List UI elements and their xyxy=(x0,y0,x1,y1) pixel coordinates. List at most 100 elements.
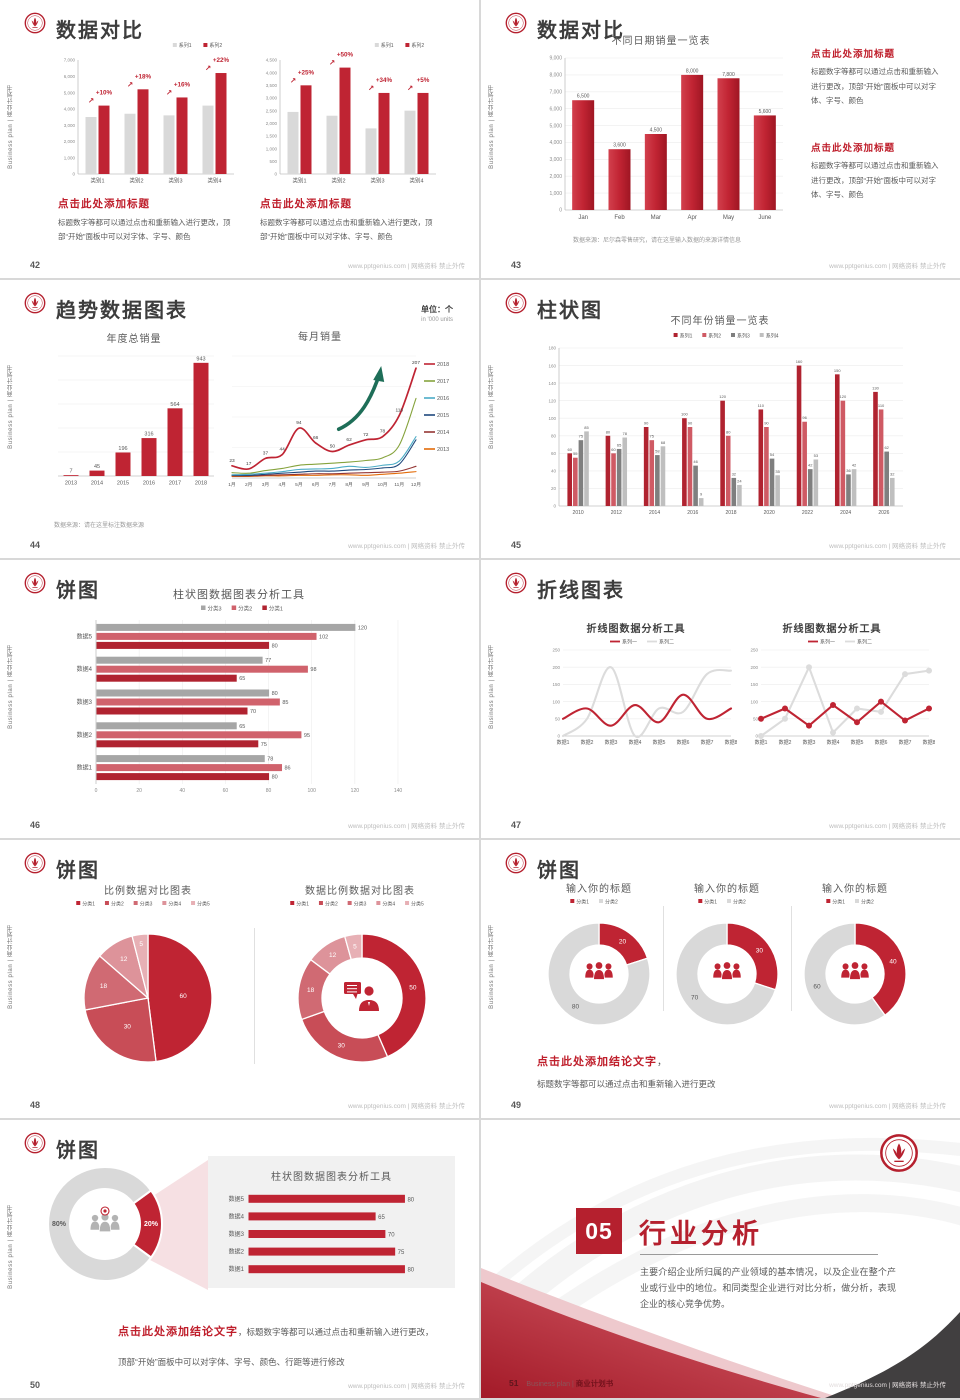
school-logo-icon xyxy=(24,572,46,594)
svg-text:数据6: 数据6 xyxy=(677,739,690,746)
slide-48[interactable]: Business plan | 商业计划书 饼图 比例数据对比图表 数据比例数据… xyxy=(0,840,479,1118)
conclusion-heading: 点击此处添加结论文字 xyxy=(118,1326,238,1338)
svg-text:↗: ↗ xyxy=(368,83,374,92)
svg-text:4,000: 4,000 xyxy=(549,140,562,146)
svg-text:系列2: 系列2 xyxy=(209,42,222,49)
unit-label: 单位：个 xyxy=(421,305,453,314)
slide-44[interactable]: Business plan | 商业计划书 趋势数据图表 单位：个 in '00… xyxy=(0,280,479,558)
svg-text:37: 37 xyxy=(263,450,269,456)
svg-text:80: 80 xyxy=(266,788,272,794)
svg-text:85: 85 xyxy=(282,700,288,706)
svg-text:3,000: 3,000 xyxy=(64,123,76,128)
brand-cn: 商业计划书 xyxy=(575,1379,614,1388)
svg-text:5,000: 5,000 xyxy=(64,90,76,95)
chart-title: 折线图数据分析工具 xyxy=(782,624,882,635)
slide-45[interactable]: Business plan | 商业计划书 柱状图 不同年份销量一览表 0 20 4… xyxy=(481,280,960,558)
svg-text:30: 30 xyxy=(756,947,764,954)
caption-heading: 点击此处添加标题 xyxy=(811,143,896,154)
svg-text:3月: 3月 xyxy=(262,482,269,488)
page-number: 50 xyxy=(30,1380,41,1390)
section-number-badge: 05 xyxy=(576,1208,622,1254)
svg-text:50: 50 xyxy=(753,717,759,722)
svg-text:75: 75 xyxy=(579,434,584,439)
caption-body: 标题数字等都可以通过点击和重新输入进行更改，顶部“开始”面板中可以对字体、字号、… xyxy=(811,161,939,200)
school-logo-icon xyxy=(24,292,46,314)
slide-49[interactable]: Business plan | 商业计划书 饼图 输入你的标题 输入你的标题 输… xyxy=(481,840,960,1118)
slide-46[interactable]: Business plan | 商业计划书 饼图 柱状图数据图表分析工具 0 20… xyxy=(0,560,479,838)
svg-text:30: 30 xyxy=(124,1023,132,1030)
svg-text:类别3: 类别3 xyxy=(370,177,384,185)
caption-block: 点击此处添加标题 标题数字等都可以通过点击和重新输入进行更改，顶部“开始”面板中… xyxy=(811,140,945,203)
divider xyxy=(791,906,792,1011)
svg-text:80: 80 xyxy=(272,643,278,649)
svg-text:数据4: 数据4 xyxy=(629,739,642,746)
unit-sublabel: in '000 units xyxy=(421,317,453,323)
svg-text:2017: 2017 xyxy=(169,481,181,487)
svg-text:100: 100 xyxy=(548,416,556,421)
slide-51-section-divider[interactable]: 05 行业分析 主要介绍企业所归属的产业领域的基本情况，以及企业在整个产业或行业… xyxy=(481,1120,960,1398)
svg-text:7: 7 xyxy=(69,469,72,475)
svg-text:8,000: 8,000 xyxy=(549,73,562,79)
svg-text:2018: 2018 xyxy=(725,510,736,516)
svg-text:86: 86 xyxy=(285,766,291,772)
svg-text:78: 78 xyxy=(623,431,628,436)
svg-text:5: 5 xyxy=(353,943,357,950)
svg-text:2016: 2016 xyxy=(687,510,698,516)
svg-text:数据4: 数据4 xyxy=(827,739,840,746)
data-source-note: 数据来源：尼尔森零售研究，请在这里输入数据的来源详情信息 xyxy=(573,238,742,244)
svg-text:110: 110 xyxy=(758,403,765,408)
slide-footer: www.pptgenius.com | 网络资料 禁止外传 xyxy=(829,1382,946,1389)
svg-text:2014: 2014 xyxy=(91,481,103,487)
svg-text:102: 102 xyxy=(319,634,328,640)
svg-text:分类1: 分类1 xyxy=(704,899,717,906)
svg-text:42: 42 xyxy=(808,463,813,468)
school-logo-icon xyxy=(24,852,46,874)
svg-text:分类2: 分类2 xyxy=(238,605,252,613)
slide-47[interactable]: Business plan | 商业计划书 折线图表 折线图数据分析工具 折线图… xyxy=(481,560,960,838)
svg-text:196: 196 xyxy=(118,446,127,452)
svg-text:90: 90 xyxy=(688,421,693,426)
chart-title: 柱状图数据图表分析工具 xyxy=(173,589,305,601)
conclusion-comma: ， xyxy=(657,1057,667,1068)
svg-text:May: May xyxy=(723,215,734,221)
school-logo-icon xyxy=(24,1132,46,1154)
svg-text:1,000: 1,000 xyxy=(266,146,278,151)
svg-text:0: 0 xyxy=(553,504,556,509)
svg-text:系列一: 系列一 xyxy=(820,639,835,646)
svg-text:80: 80 xyxy=(272,691,278,697)
svg-text:2,000: 2,000 xyxy=(64,139,76,144)
svg-text:2015: 2015 xyxy=(117,481,129,487)
chart-title: 每月销量 xyxy=(298,332,342,343)
svg-text:100: 100 xyxy=(308,788,317,794)
svg-text:↗: ↗ xyxy=(329,58,335,67)
slide-42[interactable]: Business plan | 商业计划书 数据对比 0 1,000 2,000 3,… xyxy=(0,0,479,278)
chart-line-smooth: 0 50 100 150 200 250 数据1 数据2 数据3 数据4 数据5 数据6 数据7 数据8 系… xyxy=(537,636,737,755)
svg-text:系列1: 系列1 xyxy=(381,42,394,49)
chart-donut-30: 30 70 分类1 分类2 xyxy=(663,896,791,1035)
svg-text:分类2: 分类2 xyxy=(605,899,618,906)
chart-title: 输入你的标题 xyxy=(566,884,632,895)
svg-text:60: 60 xyxy=(611,447,616,452)
svg-text:分类1: 分类1 xyxy=(832,899,845,906)
svg-text:↗: ↗ xyxy=(166,88,172,97)
svg-text:24: 24 xyxy=(737,478,742,483)
chart-title: 数据比例数据对比图表 xyxy=(305,886,415,897)
svg-text:↗: ↗ xyxy=(127,80,133,89)
chart-bar-grouped-years: 0 20 40 60 80 100 120 140 160 180 2010 60 55 75 85 2012… xyxy=(537,326,909,525)
svg-text:+22%: +22% xyxy=(213,57,230,64)
svg-text:2017: 2017 xyxy=(437,379,449,385)
slide-43[interactable]: Business plan | 商业计划书 数据对比 不同日期销量一览表 0 1,… xyxy=(481,0,960,278)
svg-text:系列4: 系列4 xyxy=(766,333,779,340)
svg-text:250: 250 xyxy=(552,648,560,653)
chart-pie-ratio: 60 30 18 12 5 分类1 分类2 分类3 分类4 分类5 xyxy=(48,896,248,1079)
svg-text:9,000: 9,000 xyxy=(549,56,562,62)
svg-text:160: 160 xyxy=(796,359,803,364)
slide-50[interactable]: Business plan | 商业计划书 饼图 柱状图数据图表分析工具 20%… xyxy=(0,1120,479,1398)
svg-text:36: 36 xyxy=(846,468,851,473)
svg-text:2,000: 2,000 xyxy=(549,174,562,180)
chart-donut-20: 20 80 分类1 分类2 xyxy=(535,896,663,1035)
svg-text:80: 80 xyxy=(606,429,611,434)
svg-text:系列二: 系列二 xyxy=(659,639,674,646)
svg-text:0: 0 xyxy=(755,734,758,739)
svg-text:500: 500 xyxy=(269,159,277,164)
